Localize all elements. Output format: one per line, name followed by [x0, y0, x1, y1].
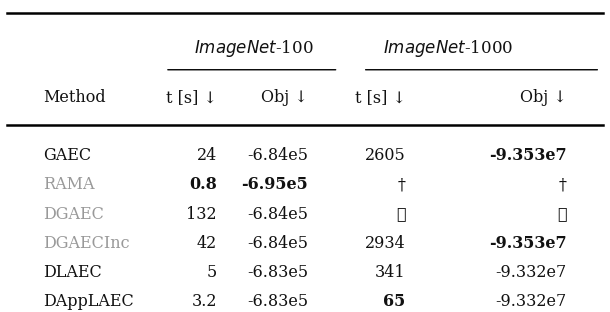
Text: RAMA: RAMA [43, 176, 95, 193]
Text: †: † [398, 176, 406, 193]
Text: -6.95e5: -6.95e5 [242, 176, 308, 193]
Text: 0.8: 0.8 [189, 176, 217, 193]
Text: -6.83e5: -6.83e5 [247, 264, 308, 281]
Text: Method: Method [43, 89, 106, 106]
Text: DLAEC: DLAEC [43, 264, 102, 281]
Text: Obj ↓: Obj ↓ [261, 89, 308, 106]
Text: DGAECInc: DGAECInc [43, 235, 130, 252]
Text: 2934: 2934 [365, 235, 406, 252]
Text: 65: 65 [383, 293, 406, 310]
Text: GAEC: GAEC [43, 147, 92, 164]
Text: -6.83e5: -6.83e5 [247, 293, 308, 310]
Text: DGAEC: DGAEC [43, 206, 104, 222]
Text: Obj ↓: Obj ↓ [520, 89, 567, 106]
Text: 42: 42 [196, 235, 217, 252]
Text: 341: 341 [375, 264, 406, 281]
Text: -6.84e5: -6.84e5 [247, 206, 308, 222]
Text: 132: 132 [186, 206, 217, 222]
Text: 24: 24 [196, 147, 217, 164]
Text: -6.84e5: -6.84e5 [247, 235, 308, 252]
Text: t [s] ↓: t [s] ↓ [166, 89, 217, 106]
Text: ⋆: ⋆ [396, 206, 406, 222]
Text: DAppLAEC: DAppLAEC [43, 293, 134, 310]
Text: 2605: 2605 [365, 147, 406, 164]
Text: $\mathit{ImageNet}$-1000: $\mathit{ImageNet}$-1000 [383, 38, 513, 59]
Text: -9.353e7: -9.353e7 [489, 235, 567, 252]
Text: 5: 5 [207, 264, 217, 281]
Text: -9.353e7: -9.353e7 [489, 147, 567, 164]
Text: †: † [559, 176, 567, 193]
Text: -6.84e5: -6.84e5 [247, 147, 308, 164]
Text: -9.332e7: -9.332e7 [495, 293, 567, 310]
Text: ⋆: ⋆ [557, 206, 567, 222]
Text: $\mathit{ImageNet}$-100: $\mathit{ImageNet}$-100 [193, 38, 313, 59]
Text: t [s] ↓: t [s] ↓ [354, 89, 406, 106]
Text: 3.2: 3.2 [192, 293, 217, 310]
Text: -9.332e7: -9.332e7 [495, 264, 567, 281]
